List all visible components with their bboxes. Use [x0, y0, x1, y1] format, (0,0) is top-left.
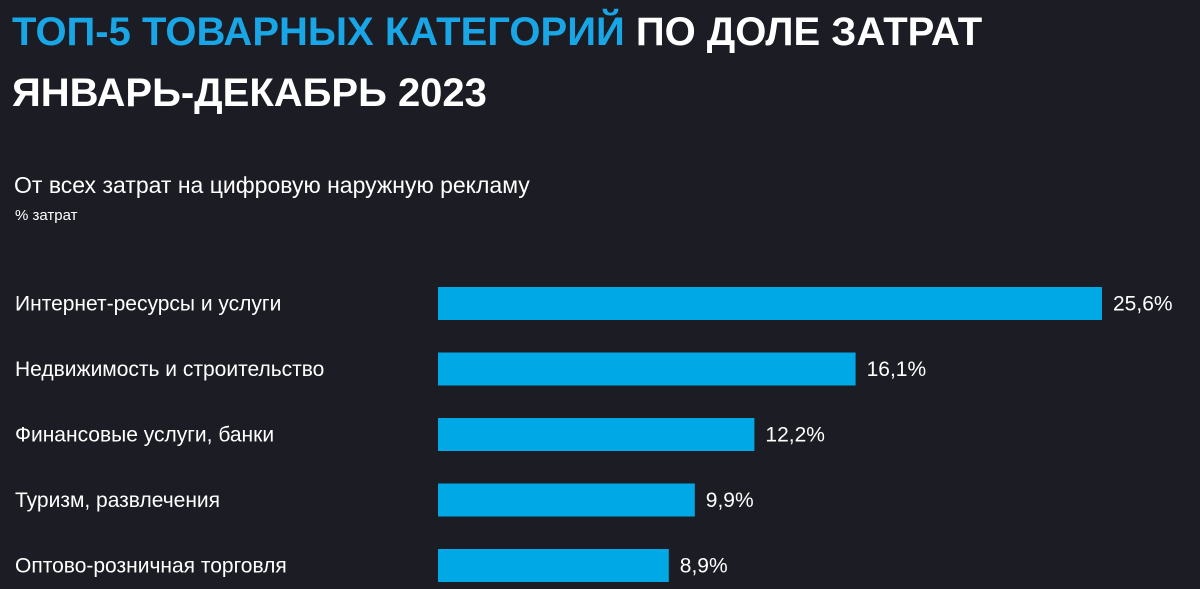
category-label: Оптово-розничная торговля — [15, 555, 287, 578]
category-label: Туризм, развлечения — [15, 489, 220, 512]
bar — [438, 483, 695, 517]
chart-title: ТОП-5 ТОВАРНЫХ КАТЕГОРИЙ ПО ДОЛЕ ЗАТРАТ — [12, 8, 982, 56]
value-label: 25,6% — [1113, 293, 1173, 316]
bar — [438, 287, 1102, 320]
chart-title-period: ЯНВАРЬ-ДЕКАБРЬ 2023 — [12, 71, 487, 115]
value-label: 8,9% — [680, 555, 728, 578]
chart-unit-label: % затрат — [15, 207, 78, 224]
chart-title-accent: ТОП-5 ТОВАРНЫХ КАТЕГОРИЙ — [12, 10, 625, 54]
chart-subtitle: От всех затрат на цифровую наружную рекл… — [14, 172, 530, 198]
category-label: Финансовые услуги, банки — [15, 424, 274, 447]
value-label: 16,1% — [867, 358, 927, 381]
value-label: 9,9% — [706, 489, 754, 512]
category-label: Недвижимость и строительство — [15, 358, 324, 381]
bar — [438, 352, 856, 386]
value-label: 12,2% — [765, 424, 825, 447]
category-label: Интернет-ресурсы и услуги — [15, 293, 281, 316]
chart-title-rest: ПО ДОЛЕ ЗАТРАТ — [624, 10, 983, 54]
bar — [438, 418, 755, 451]
bar — [438, 549, 669, 582]
